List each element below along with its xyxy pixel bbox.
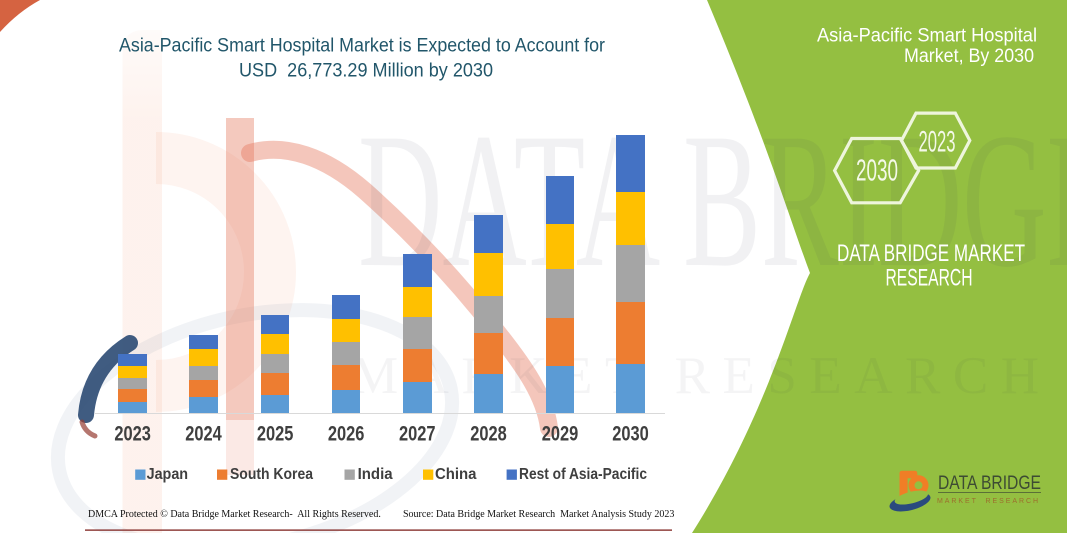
svg-text:Rest of Asia-Pacific: Rest of Asia-Pacific	[519, 466, 647, 483]
svg-text:2030: 2030	[612, 423, 649, 446]
svg-text:2026: 2026	[328, 423, 365, 446]
svg-text:USD 26,773.29 Million by 2030: USD 26,773.29 Million by 2030	[239, 61, 493, 82]
svg-text:South Korea: South Korea	[230, 466, 313, 483]
svg-text:2024: 2024	[185, 423, 222, 446]
svg-text:2023: 2023	[919, 126, 956, 159]
svg-text:2023: 2023	[114, 423, 151, 446]
svg-text:2025: 2025	[257, 423, 294, 446]
svg-text:India: India	[358, 466, 393, 483]
svg-text:RESEARCH: RESEARCH	[886, 265, 973, 292]
svg-text:2028: 2028	[470, 423, 507, 446]
svg-text:DATA BRIDGE: DATA BRIDGE	[938, 473, 1041, 494]
svg-text:2027: 2027	[399, 423, 436, 446]
svg-text:Asia-Pacific Smart Hospital: Asia-Pacific Smart Hospital	[817, 26, 1037, 47]
svg-text:Asia-Pacific Smart Hospital Ma: Asia-Pacific Smart Hospital Market is Ex…	[119, 36, 606, 57]
svg-text:Japan: Japan	[147, 466, 189, 483]
svg-text:MARKET RESEARCH: MARKET RESEARCH	[351, 347, 1039, 405]
svg-text:Market, By 2030: Market, By 2030	[904, 46, 1034, 67]
svg-text:DATA BRIDGE MARKET: DATA BRIDGE MARKET	[837, 240, 1025, 267]
svg-text:2029: 2029	[542, 423, 579, 446]
svg-text:2030: 2030	[856, 153, 898, 188]
svg-text:China: China	[435, 466, 477, 483]
svg-text:MARKET RESEARCH: MARKET RESEARCH	[937, 498, 1038, 505]
